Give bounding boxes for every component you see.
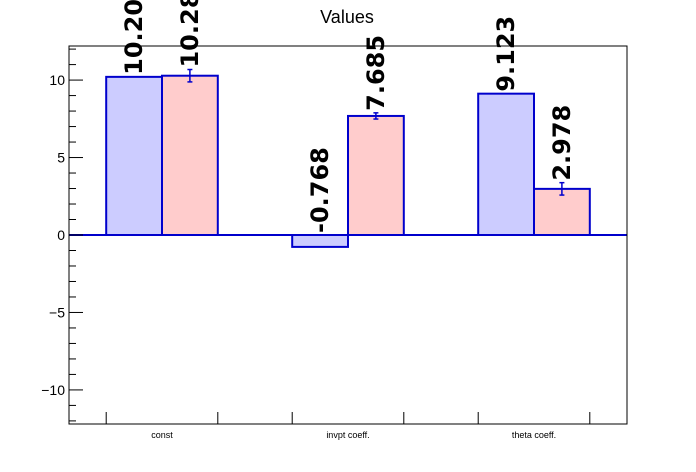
data-label: -0.768: [306, 147, 334, 233]
y-tick-label: −5: [49, 304, 65, 320]
x-category-label: invpt coeff.: [326, 430, 369, 440]
bar-const-series-1: [105, 75, 163, 237]
data-label: 7.685: [362, 35, 390, 111]
x-category-label: theta coeff.: [512, 430, 556, 440]
y-axis: −10 −5 0 5 10: [41, 48, 83, 422]
bar-const-series-2: [161, 74, 219, 237]
bar-theta-coeff--series-1: [477, 92, 536, 237]
x-axis: const invpt coeff. theta coeff.: [105, 412, 591, 440]
bar-invpt-coeff--series-1: [291, 234, 350, 248]
data-label: 9.123: [492, 16, 520, 92]
data-label: 10.282: [176, 0, 204, 68]
y-tick-label: 10: [49, 72, 65, 88]
y-tick-label: −10: [41, 382, 65, 398]
data-labels: 10.208 -0.768 9.123 10.282 7.685 2.978: [120, 0, 576, 233]
chart-title: Values: [320, 7, 374, 27]
data-label: 10.208: [120, 0, 148, 75]
y-tick-label: 0: [57, 227, 65, 243]
y-tick-label: 5: [57, 150, 65, 166]
x-category-label: const: [151, 430, 173, 440]
data-label: 2.978: [548, 105, 576, 181]
bar-invpt-coeff--series-2: [347, 114, 405, 236]
bars-group: [105, 68, 591, 248]
